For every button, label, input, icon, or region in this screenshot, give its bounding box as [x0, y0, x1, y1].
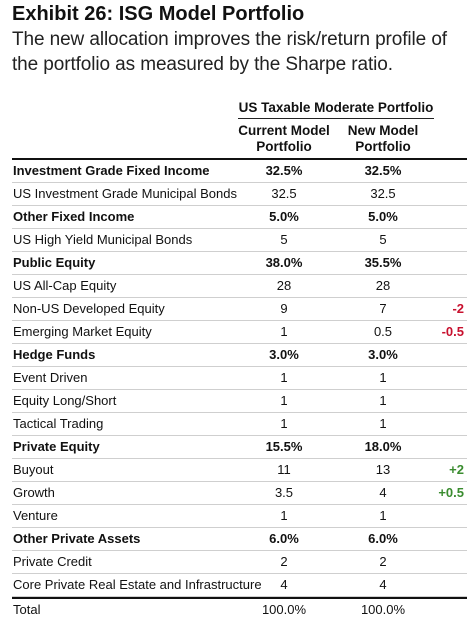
- new-value: 4: [379, 577, 387, 592]
- exhibit-header: Exhibit 26: ISG Model Portfolio The new …: [12, 2, 467, 77]
- table-row: Non-US Developed Equity 9 7 -2: [12, 298, 467, 321]
- new-value: 35.5%: [364, 255, 402, 270]
- current-value: 28: [276, 278, 292, 293]
- new-value: 32.5: [370, 186, 396, 201]
- table-row: Private Credit 2 2: [12, 551, 467, 574]
- current-value: 32.5%: [265, 163, 303, 178]
- table-row: Tactical Trading 1 1: [12, 413, 467, 436]
- portfolio-group-header: US Taxable Moderate Portfolio: [238, 100, 434, 119]
- table-row: US All-Cap Equity 28 28: [12, 275, 467, 298]
- row-label: Growth: [13, 485, 55, 500]
- row-label: Tactical Trading: [13, 416, 104, 431]
- category-row: Private Equity 15.5% 18.0%: [12, 436, 467, 459]
- change-value: +2: [449, 462, 464, 477]
- category-row: Public Equity 38.0% 35.5%: [12, 252, 467, 275]
- column-header-current-line1: Current Model: [238, 123, 330, 138]
- change-value: -2: [452, 301, 464, 316]
- row-label: Equity Long/Short: [13, 393, 117, 408]
- current-value: 1: [280, 370, 288, 385]
- new-value: 18.0%: [364, 439, 402, 454]
- current-value: 4: [280, 577, 288, 592]
- row-label: Investment Grade Fixed Income: [13, 163, 210, 178]
- row-label: Private Credit: [13, 554, 92, 569]
- row-label: US High Yield Municipal Bonds: [13, 232, 193, 247]
- table-row: Event Driven 1 1: [12, 367, 467, 390]
- new-value: 1: [379, 508, 387, 523]
- current-value: 38.0%: [265, 255, 303, 270]
- table-row: Venture 1 1: [12, 505, 467, 528]
- new-value: 0.5: [373, 324, 393, 339]
- current-value: 5: [280, 232, 288, 247]
- category-row: Other Fixed Income 5.0% 5.0%: [12, 206, 467, 229]
- current-value: 11: [277, 462, 291, 477]
- total-new: 100.0%: [360, 602, 406, 617]
- allocation-table: Investment Grade Fixed Income 32.5% 32.5% U…: [12, 158, 467, 622]
- row-label: Other Fixed Income: [13, 209, 135, 224]
- row-label: Private Equity: [13, 439, 100, 454]
- new-value: 5.0%: [368, 209, 398, 224]
- exhibit-title: Exhibit 26: ISG Model Portfolio: [12, 3, 305, 25]
- row-label: Core Private Real Estate and Infrastruct…: [13, 577, 262, 592]
- row-label: Venture: [13, 508, 58, 523]
- new-value: 1: [379, 416, 387, 431]
- table-row: Equity Long/Short 1 1: [12, 390, 467, 413]
- row-label: Hedge Funds: [13, 347, 96, 362]
- current-value: 32.5: [271, 186, 297, 201]
- new-value: 6.0%: [368, 531, 398, 546]
- row-label: US Investment Grade Municipal Bonds: [13, 186, 237, 201]
- column-header-new: New Model Portfolio: [333, 123, 433, 155]
- change-value: +0.5: [438, 485, 464, 500]
- current-value: 1: [280, 416, 288, 431]
- row-label: Public Equity: [13, 255, 96, 270]
- category-row: Hedge Funds 3.0% 3.0%: [12, 344, 467, 367]
- row-label: Non-US Developed Equity: [13, 301, 165, 316]
- current-value: 9: [280, 301, 288, 316]
- row-label: Emerging Market Equity: [13, 324, 152, 339]
- current-value: 2: [280, 554, 288, 569]
- table-row: Core Private Real Estate and Infrastruct…: [12, 574, 467, 597]
- column-header-current: Current Model Portfolio: [234, 123, 334, 155]
- new-value: 4: [379, 485, 387, 500]
- new-value: 32.5%: [364, 163, 402, 178]
- new-value: 7: [379, 301, 387, 316]
- new-value: 13: [375, 462, 391, 477]
- table-row: US High Yield Municipal Bonds 5 5: [12, 229, 467, 252]
- exhibit-subtitle: The new allocation improves the risk/ret…: [12, 29, 447, 75]
- column-header-new-line1: New Model: [347, 123, 419, 138]
- row-label: Other Private Assets: [13, 531, 141, 546]
- current-value: 15.5%: [265, 439, 303, 454]
- new-value: 1: [379, 370, 387, 385]
- table-row: Emerging Market Equity 1 0.5 -0.5: [12, 321, 467, 344]
- current-value: 3.5: [274, 485, 294, 500]
- category-row: Other Private Assets 6.0% 6.0%: [12, 528, 467, 551]
- total-label: Total: [13, 602, 41, 617]
- current-value: 1: [280, 324, 288, 339]
- total-current: 100.0%: [261, 602, 307, 617]
- table-row: Growth 3.5 4 +0.5: [12, 482, 467, 505]
- category-row: Investment Grade Fixed Income 32.5% 32.5%: [12, 160, 467, 183]
- current-value: 3.0%: [269, 347, 299, 362]
- table-row: Buyout 11 13 +2: [12, 459, 467, 482]
- table-row: US Investment Grade Municipal Bonds 32.5 3…: [12, 183, 467, 206]
- current-value: 1: [280, 508, 288, 523]
- current-value: 1: [280, 393, 288, 408]
- current-value: 6.0%: [269, 531, 299, 546]
- row-label: Event Driven: [13, 370, 88, 385]
- new-value: 28: [375, 278, 391, 293]
- column-header-new-line2: Portfolio: [355, 139, 411, 154]
- new-value: 5: [379, 232, 387, 247]
- new-value: 3.0%: [368, 347, 398, 362]
- current-value: 5.0%: [269, 209, 299, 224]
- total-row: Total 100.0% 100.0%: [12, 597, 467, 622]
- change-value: -0.5: [441, 324, 464, 339]
- new-value: 1: [379, 393, 387, 408]
- new-value: 2: [379, 554, 387, 569]
- row-label: Buyout: [13, 462, 54, 477]
- row-label: US All-Cap Equity: [13, 278, 117, 293]
- column-header-current-line2: Portfolio: [256, 139, 312, 154]
